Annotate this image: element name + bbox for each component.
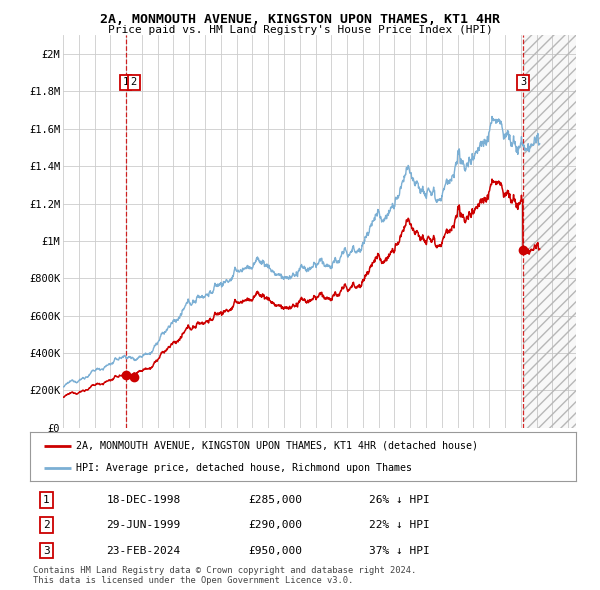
Text: £950,000: £950,000 [248,546,302,556]
Text: 3: 3 [520,77,526,87]
Text: 2: 2 [43,520,50,530]
Text: 23-FEB-2024: 23-FEB-2024 [106,546,181,556]
Text: Contains HM Land Registry data © Crown copyright and database right 2024.: Contains HM Land Registry data © Crown c… [33,566,416,575]
Text: 2A, MONMOUTH AVENUE, KINGSTON UPON THAMES, KT1 4HR: 2A, MONMOUTH AVENUE, KINGSTON UPON THAME… [100,13,500,26]
Text: 2A, MONMOUTH AVENUE, KINGSTON UPON THAMES, KT1 4HR (detached house): 2A, MONMOUTH AVENUE, KINGSTON UPON THAME… [76,441,478,451]
Text: £290,000: £290,000 [248,520,302,530]
Text: £285,000: £285,000 [248,495,302,504]
Text: 37% ↓ HPI: 37% ↓ HPI [368,546,429,556]
Text: Price paid vs. HM Land Registry's House Price Index (HPI): Price paid vs. HM Land Registry's House … [107,25,493,35]
Text: 3: 3 [43,546,50,556]
Text: This data is licensed under the Open Government Licence v3.0.: This data is licensed under the Open Gov… [33,576,353,585]
Text: 1: 1 [43,495,50,504]
Text: HPI: Average price, detached house, Richmond upon Thames: HPI: Average price, detached house, Rich… [76,463,412,473]
Text: 29-JUN-1999: 29-JUN-1999 [106,520,181,530]
Text: 2: 2 [131,77,137,87]
Bar [523,35,576,428]
Text: 22% ↓ HPI: 22% ↓ HPI [368,520,429,530]
Bar [523,35,576,428]
Text: 26% ↓ HPI: 26% ↓ HPI [368,495,429,504]
Text: 1: 1 [122,77,128,87]
Text: 18-DEC-1998: 18-DEC-1998 [106,495,181,504]
